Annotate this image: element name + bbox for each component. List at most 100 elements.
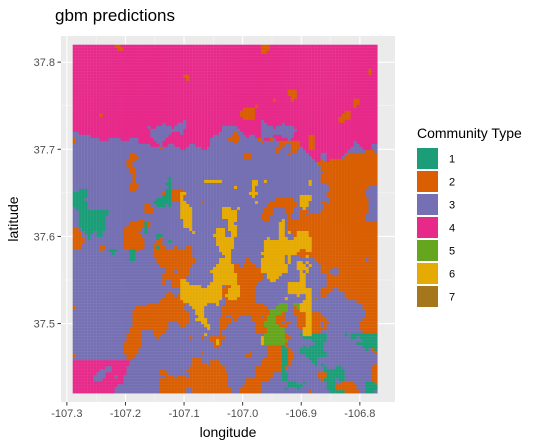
raster-cell [272, 53, 277, 57]
raster-cell [314, 44, 318, 48]
raster-cell [365, 59, 369, 63]
raster-cell [75, 179, 79, 184]
raster-cell [201, 77, 205, 81]
raster-cell [213, 77, 217, 81]
raster-cell [299, 56, 303, 60]
raster-cell [234, 128, 238, 132]
raster-cell [168, 56, 172, 60]
raster-cell [326, 113, 330, 117]
raster-cell [302, 59, 306, 63]
raster-cell [290, 173, 294, 178]
raster-cell [350, 182, 354, 187]
raster-cell [96, 83, 100, 87]
raster-cell [87, 143, 91, 148]
raster-cell [302, 107, 306, 111]
raster-cell [350, 80, 354, 84]
raster-cell [311, 89, 315, 93]
raster-cell [356, 83, 360, 87]
raster-cell [317, 155, 321, 160]
raster-cell [293, 185, 297, 190]
raster-cell [111, 146, 115, 151]
raster-cell [195, 59, 199, 63]
raster-cell [201, 134, 205, 139]
raster-cell [159, 185, 163, 190]
raster-cell [228, 53, 232, 57]
raster-cell [210, 56, 214, 60]
raster-cell [237, 83, 241, 87]
raster-cell [111, 149, 115, 154]
raster-cell [323, 110, 327, 114]
raster-cell [284, 101, 288, 105]
raster-cell [144, 47, 148, 51]
raster-cell [75, 83, 79, 87]
raster-cell [287, 56, 291, 60]
raster-cell [290, 131, 294, 136]
raster-cell [332, 143, 336, 148]
raster-cell [317, 80, 321, 84]
raster-cell [123, 161, 127, 166]
raster-cell [180, 74, 184, 78]
raster-cell [153, 140, 157, 145]
raster-cell [222, 167, 226, 172]
raster-cell [216, 95, 220, 99]
raster-cell [237, 95, 241, 99]
raster-cell [108, 182, 112, 187]
raster-cell [362, 140, 366, 145]
raster-cell [120, 95, 124, 99]
raster-cell [335, 119, 339, 123]
raster-cell [353, 44, 357, 48]
raster-cell [210, 128, 214, 132]
raster-cell [177, 80, 181, 84]
raster-cell [168, 119, 172, 123]
raster-cell [225, 77, 229, 81]
raster-cell [284, 68, 288, 72]
raster-cell [347, 122, 351, 126]
raster-cell [144, 104, 148, 108]
raster-cell [147, 98, 151, 102]
raster-cell [284, 71, 288, 75]
raster-cell [180, 86, 184, 90]
raster-cell [210, 77, 214, 81]
raster-cell [269, 110, 274, 114]
raster-cell [129, 107, 133, 111]
raster-cell [222, 128, 226, 132]
raster-cell [278, 98, 282, 102]
raster-cell [231, 44, 235, 48]
raster-cell [114, 152, 118, 157]
raster-cell [132, 128, 136, 132]
raster-cell [299, 59, 303, 63]
raster-cell [272, 71, 277, 75]
raster-cell [177, 89, 181, 93]
raster-cell [251, 113, 256, 117]
raster-cell [275, 128, 279, 132]
raster-cell [186, 44, 190, 48]
raster-cell [204, 89, 208, 93]
raster-cell [305, 143, 309, 148]
raster-cell [332, 86, 336, 90]
raster-cell [105, 110, 109, 114]
raster-cell [168, 47, 172, 51]
raster-cell [168, 146, 172, 151]
raster-cell [72, 119, 76, 123]
raster-cell [293, 182, 297, 187]
raster-cell [257, 131, 262, 136]
raster-cell [263, 179, 268, 184]
raster-cell [326, 170, 330, 175]
raster-cell [299, 98, 303, 102]
raster-cell [138, 185, 142, 190]
raster-cell [290, 89, 294, 93]
raster-cell [240, 134, 244, 139]
raster-cell [147, 140, 151, 145]
raster-cell [240, 125, 244, 129]
raster-cell [204, 77, 208, 81]
raster-cell [257, 149, 262, 154]
raster-cell [204, 188, 208, 193]
raster-cell [210, 113, 214, 117]
raster-cell [72, 53, 76, 57]
raster-cell [350, 83, 354, 87]
raster-cell [272, 170, 277, 175]
raster-cell [269, 107, 274, 111]
raster-cell [213, 170, 217, 175]
raster-cell [180, 56, 184, 60]
raster-cell [105, 182, 109, 187]
